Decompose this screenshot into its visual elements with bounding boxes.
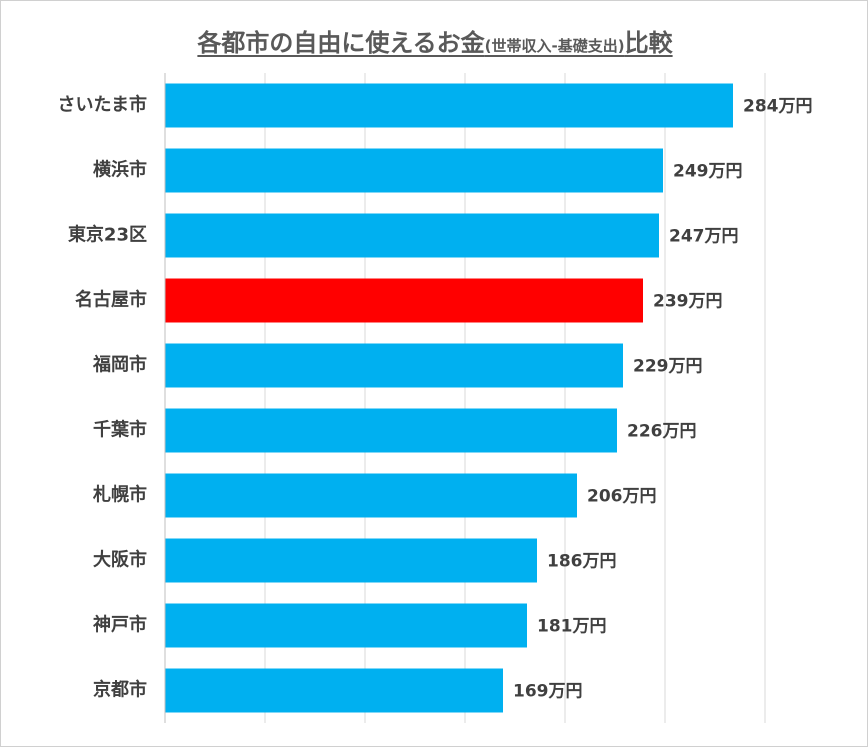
bar bbox=[165, 278, 643, 323]
category-label: 大阪市 bbox=[93, 549, 147, 571]
category-label: 横浜市 bbox=[93, 159, 147, 181]
bar bbox=[165, 343, 623, 388]
bar bbox=[165, 83, 733, 128]
value-label: 284万円 bbox=[743, 97, 813, 117]
value-label: 239万円 bbox=[653, 292, 723, 312]
bar bbox=[165, 148, 663, 193]
value-label: 229万円 bbox=[633, 357, 703, 377]
category-label: 札幌市 bbox=[92, 484, 147, 506]
value-label: 249万円 bbox=[673, 162, 743, 182]
chart-title-paren: (世帯収入-基礎支出) bbox=[484, 37, 625, 55]
bar bbox=[165, 603, 527, 648]
bar bbox=[165, 538, 537, 583]
value-label: 181万円 bbox=[537, 617, 607, 637]
chart-title-main: 各都市の自由に使えるお金 bbox=[197, 29, 485, 57]
value-label: 186万円 bbox=[547, 552, 617, 572]
bar bbox=[165, 668, 503, 713]
value-label: 206万円 bbox=[587, 487, 657, 507]
category-label: 千葉市 bbox=[93, 419, 147, 441]
bar bbox=[165, 408, 617, 453]
category-label: 京都市 bbox=[93, 679, 147, 701]
category-label: さいたま市 bbox=[58, 94, 147, 116]
category-label: 東京23区 bbox=[68, 224, 147, 246]
value-label: 169万円 bbox=[513, 682, 583, 702]
category-label: 神戸市 bbox=[93, 614, 147, 636]
category-label: 福岡市 bbox=[92, 354, 147, 376]
bar bbox=[165, 213, 659, 258]
chart-title: 各都市の自由に使えるお金(世帯収入-基礎支出)比較 bbox=[1, 23, 868, 58]
value-label: 247万円 bbox=[669, 227, 739, 247]
value-label: 226万円 bbox=[627, 422, 697, 442]
chart-title-suffix: 比較 bbox=[624, 29, 673, 57]
category-label: 名古屋市 bbox=[75, 289, 147, 311]
bar bbox=[165, 473, 577, 518]
